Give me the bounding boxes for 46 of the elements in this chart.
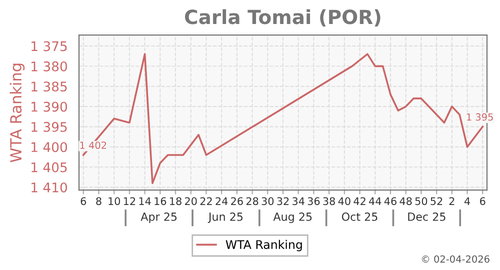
y-tick-label: 1 385 xyxy=(32,82,67,92)
x2-tick-label: Oct 25 xyxy=(342,212,378,221)
x-tick-label: 46 xyxy=(384,197,396,206)
x-tick-label: 24 xyxy=(216,197,228,205)
x-tick-label: 22 xyxy=(200,197,212,205)
y-tick-label: 1 400 xyxy=(32,142,68,152)
y-tick-label: 1 390 xyxy=(32,102,68,112)
x-tick-label: 16 xyxy=(154,197,166,206)
chart-title: Carla Tomai (POR) xyxy=(185,9,380,27)
x-tick-label: 48 xyxy=(400,197,412,206)
annotation: 1 402 xyxy=(80,142,106,149)
x-tick-label: 40 xyxy=(338,197,350,206)
x-tick-label: 26 xyxy=(231,197,243,206)
annotation: 1 395 xyxy=(466,113,493,121)
x-tick-label: 8 xyxy=(96,197,102,206)
x-tick-label: 30 xyxy=(262,197,274,206)
x2-tick-label: Dec 25 xyxy=(408,212,446,221)
y-tick-label: 1 380 xyxy=(32,61,68,72)
x-tick-label: 42 xyxy=(354,197,366,205)
y-tick-label: 1 395 xyxy=(32,122,67,132)
x-tick-label: 10 xyxy=(108,197,120,206)
x-tick-label: 50 xyxy=(415,197,428,206)
x-tick-label: 32 xyxy=(277,197,289,206)
y-tick-label: 1 410 xyxy=(32,182,68,192)
y-tick-label: 1 405 xyxy=(32,162,67,172)
x-tick-label: 52 xyxy=(430,197,442,206)
x-tick-label: 36 xyxy=(308,197,320,206)
x-tick-label: 34 xyxy=(292,197,304,206)
x2-tick-label: Aug 25 xyxy=(273,212,312,224)
legend-label: WTA Ranking xyxy=(226,240,302,252)
x2-tick-label: Apr 25 xyxy=(140,212,177,224)
x-tick-label: 12 xyxy=(124,197,136,205)
x-tick-label: 18 xyxy=(170,197,182,206)
y-tick-label: 1 375 xyxy=(32,41,67,52)
x-tick-label: 2 xyxy=(449,197,454,205)
x-tick-label: 4 xyxy=(464,197,470,205)
text: © 02-04-2026 xyxy=(422,255,490,263)
x-tick-label: 38 xyxy=(323,197,335,206)
x2-tick-label: Jun 25 xyxy=(208,212,243,223)
y-axis-title: WTA Ranking xyxy=(10,64,25,162)
x-tick-label: 28 xyxy=(246,197,258,206)
x-tick-label: 14 xyxy=(139,197,151,205)
x-tick-label: 6 xyxy=(480,197,486,206)
x-tick-label: 20 xyxy=(185,197,197,206)
x-tick-label: 44 xyxy=(369,197,382,205)
x-tick-label: 6 xyxy=(80,197,86,206)
